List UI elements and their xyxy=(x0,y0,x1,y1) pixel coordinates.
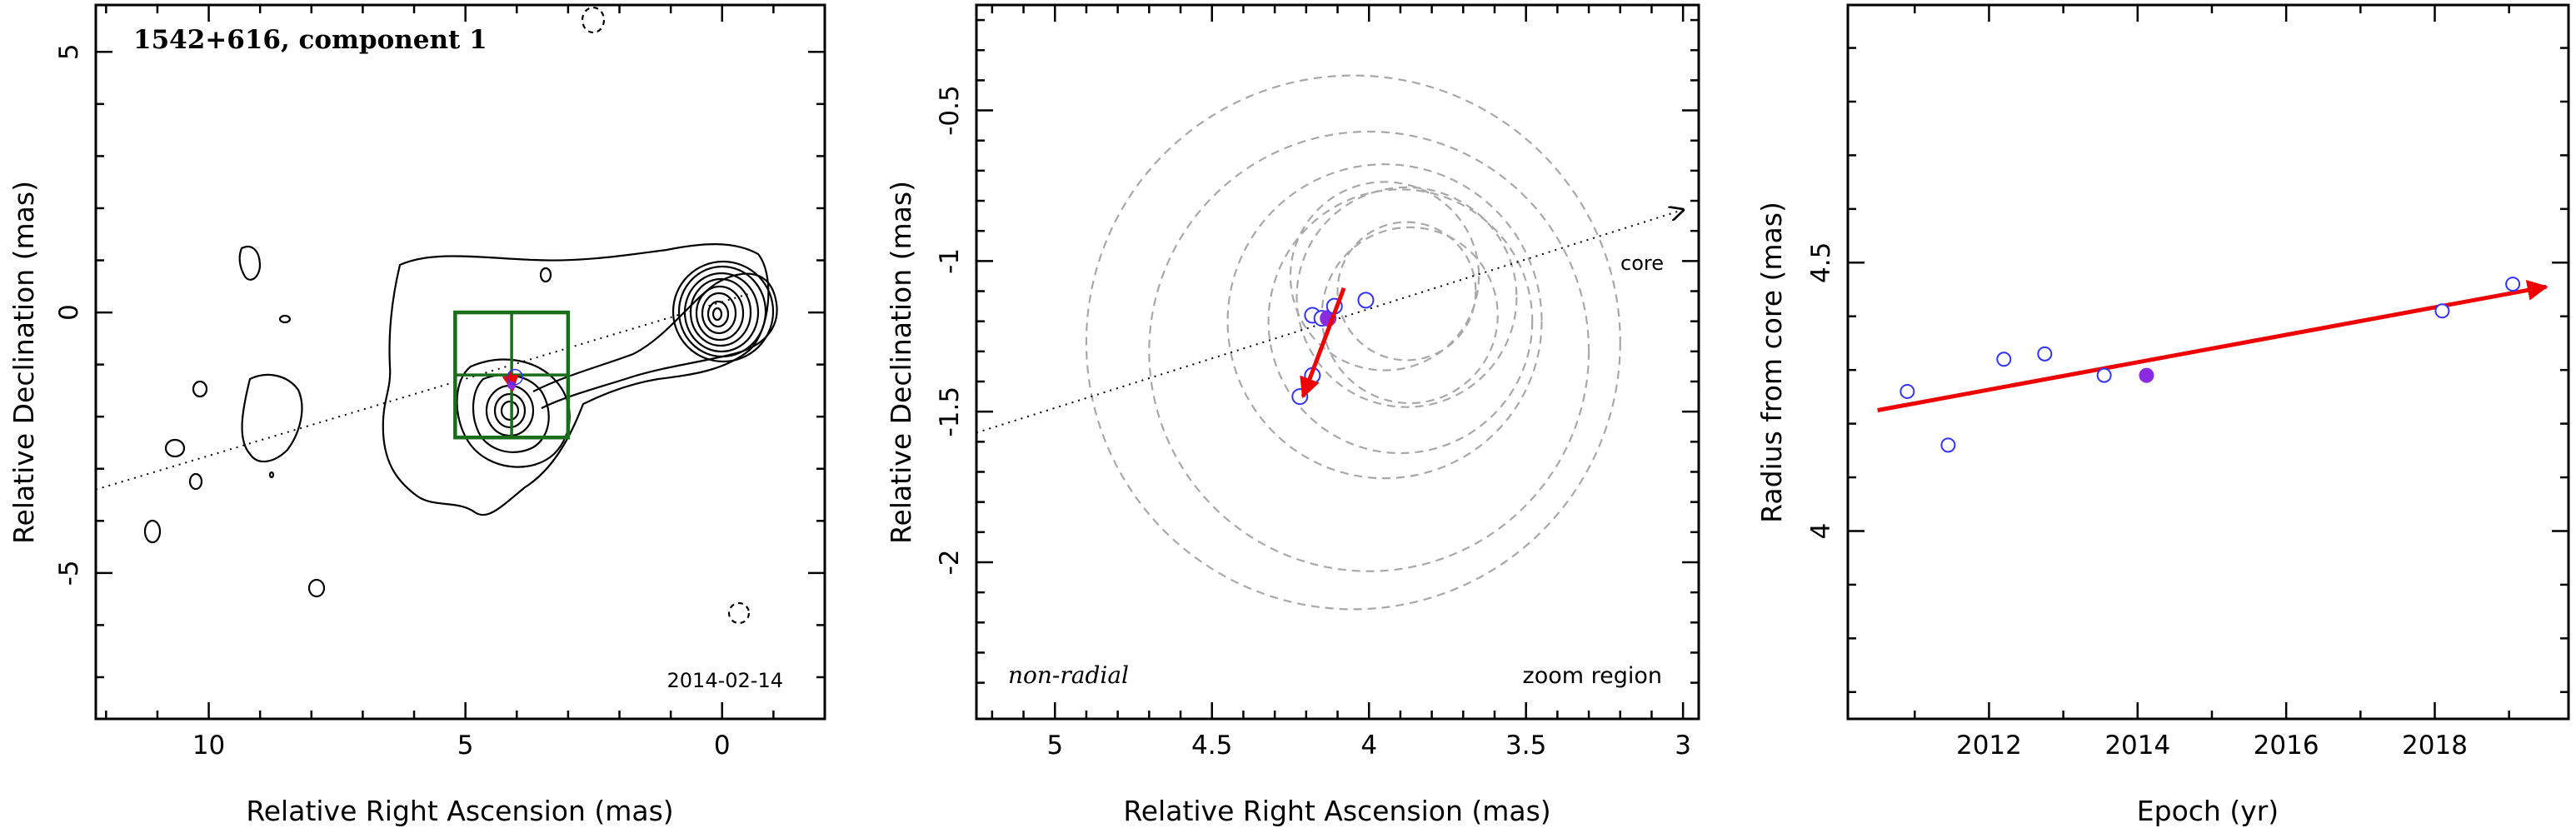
x-tick-label: 2018 xyxy=(2402,731,2468,761)
x-tick-label: 0 xyxy=(714,731,731,761)
component-size-circles xyxy=(1085,74,1621,611)
y-tick-label: 0 xyxy=(54,304,84,321)
plot-frame xyxy=(1846,3,2570,721)
component-size-circle xyxy=(1336,221,1477,362)
radius-point xyxy=(2505,277,2521,292)
panel-contour-map: 10 5 0 5 0 -5 1542+616, component 1 2014-02-1… xyxy=(7,3,826,827)
component-size-circle xyxy=(1148,130,1590,572)
x-tick-label: 4.5 xyxy=(1191,731,1232,761)
panel-radius-vs-epoch: 2012 2014 2016 2018 4 4.5 Epoch (yr) Radius f… xyxy=(1755,3,2570,827)
y-axis-label: Radius from core (mas) xyxy=(1755,202,1788,523)
component-position-marker xyxy=(507,381,517,390)
non-radial-label: non-radial xyxy=(1008,661,1129,689)
x-axis-label: Relative Right Ascension (mas) xyxy=(1123,795,1550,827)
radius-point xyxy=(1900,383,1915,399)
component-size-circle xyxy=(1085,74,1621,611)
y-axis-label: Relative Declination (mas) xyxy=(885,181,917,544)
radius-point-current xyxy=(2139,367,2154,383)
y-tick-label: -1.5 xyxy=(935,387,965,437)
tick-labels: 2012 2014 2016 2018 4 4.5 xyxy=(1806,242,2468,761)
component-size-circle xyxy=(1289,181,1480,372)
y-tick-label: 5 xyxy=(54,43,84,60)
axis-ticks xyxy=(96,5,825,719)
x-axis-label: Relative Right Ascension (mas) xyxy=(246,795,673,827)
radius-point xyxy=(1996,352,2012,367)
radius-point xyxy=(2434,303,2450,319)
x-tick-label: 4 xyxy=(1360,731,1377,761)
jet-direction-line xyxy=(96,293,748,491)
x-tick-label: 2016 xyxy=(2254,731,2319,761)
radius-point xyxy=(2096,367,2112,383)
x-tick-label: 5 xyxy=(457,731,474,761)
component-size-circle xyxy=(1226,163,1543,480)
y-tick-label: 4 xyxy=(1806,523,1836,540)
x-tick-label: 2012 xyxy=(1956,731,2022,761)
plot-frame xyxy=(94,3,826,721)
tick-labels: 10 5 0 5 0 -5 xyxy=(54,43,731,761)
y-axis-label: Relative Declination (mas) xyxy=(7,181,40,544)
y-tick-label: -2 xyxy=(935,550,965,576)
panel-zoom: 5 4.5 4 3.5 3 -0.5 -1 -1.5 -2 non-radial zoom re… xyxy=(885,3,1700,827)
component-motion-arrow xyxy=(1300,287,1346,399)
component-size-circle xyxy=(1267,188,1534,455)
axis-ticks xyxy=(976,5,1699,719)
x-tick-label: 3.5 xyxy=(1505,731,1546,761)
fit-line xyxy=(1877,280,2549,412)
plot-frame xyxy=(975,3,1700,721)
tick-labels: 5 4.5 4 3.5 3 -0.5 -1 -1.5 -2 xyxy=(935,85,1691,761)
radius-points xyxy=(1900,277,2521,453)
component-position-outline xyxy=(507,368,523,386)
radius-point xyxy=(1940,437,1956,453)
contour-lines xyxy=(143,6,778,625)
y-tick-label: -0.5 xyxy=(935,85,965,136)
x-tick-label: 10 xyxy=(192,731,225,761)
axis-ticks xyxy=(1848,5,2569,719)
epoch-date-label: 2014-02-14 xyxy=(667,669,783,692)
x-axis-label: Epoch (yr) xyxy=(2137,795,2279,827)
zoom-region-label: zoom region xyxy=(1523,663,1662,689)
y-tick-label: -5 xyxy=(54,560,84,586)
x-tick-label: 2014 xyxy=(2104,731,2170,761)
x-tick-label: 5 xyxy=(1046,731,1063,761)
core-direction-label: core xyxy=(1620,252,1664,275)
radius-point xyxy=(2037,346,2053,362)
position-marker xyxy=(1357,292,1375,309)
map-title: 1542+616, component 1 xyxy=(133,25,487,55)
y-tick-label: -1 xyxy=(935,248,965,274)
x-tick-label: 3 xyxy=(1675,731,1691,761)
component-size-circle xyxy=(1295,186,1518,408)
y-tick-label: 4.5 xyxy=(1806,242,1836,283)
